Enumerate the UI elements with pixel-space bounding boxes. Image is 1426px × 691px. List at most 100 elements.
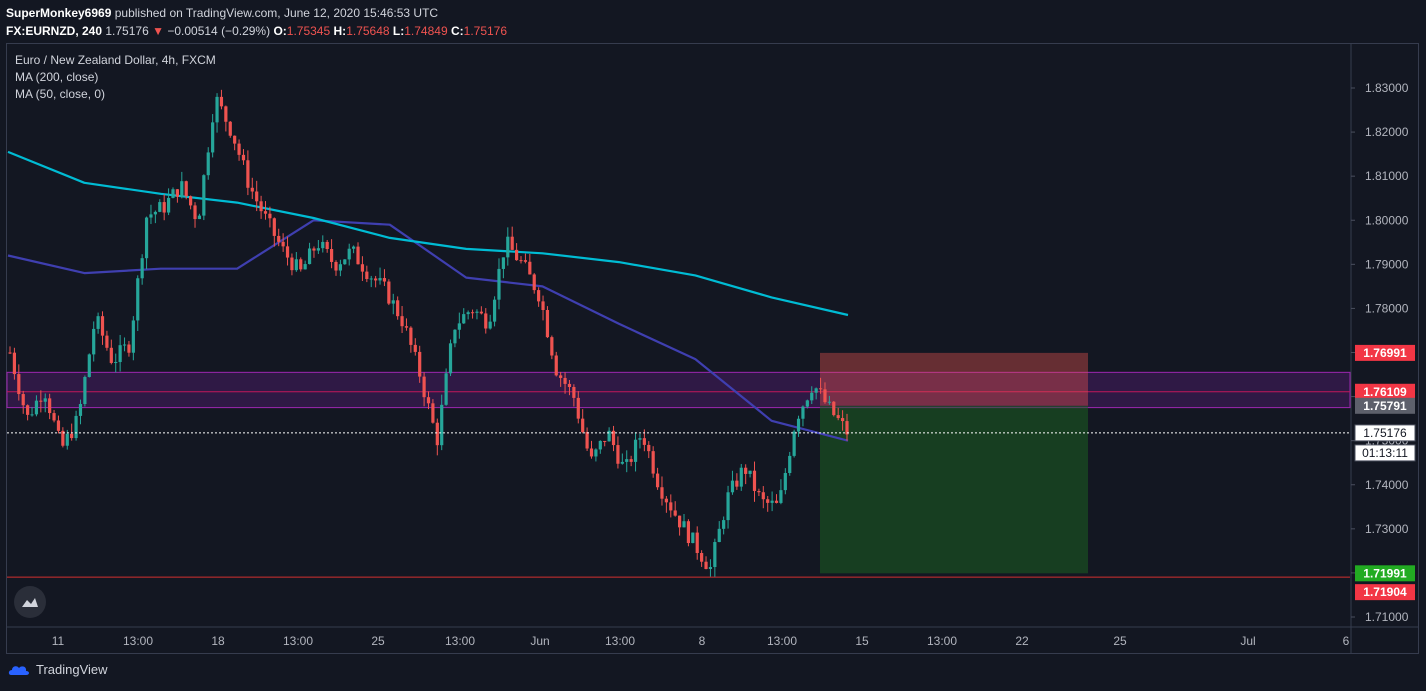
y-tick-label: 1.83000 — [1365, 81, 1409, 95]
footer-brand[interactable]: TradingView — [8, 662, 108, 677]
price-label: 1.76109 — [1363, 385, 1407, 399]
y-tick-label: 1.82000 — [1365, 125, 1409, 139]
candle — [466, 312, 470, 315]
candle — [717, 528, 721, 543]
candle — [735, 480, 739, 487]
legend-ma200[interactable]: MA (200, close) — [15, 70, 99, 84]
candle — [382, 278, 387, 282]
candle — [74, 415, 78, 439]
price-label: 1.75791 — [1363, 399, 1407, 413]
candle — [21, 394, 25, 406]
candle — [360, 264, 365, 272]
candle — [39, 400, 43, 402]
x-tick-label: 22 — [1015, 634, 1029, 648]
candle — [56, 420, 61, 431]
brand-label: TradingView — [36, 662, 108, 677]
candle — [114, 362, 118, 364]
candle — [554, 355, 558, 376]
candle — [422, 376, 426, 398]
candle — [109, 347, 113, 363]
candle — [180, 181, 184, 197]
legend-ma50[interactable]: MA (50, close, 0) — [15, 87, 106, 101]
candle — [184, 181, 188, 197]
x-tick-label: 15 — [855, 634, 869, 648]
candle — [356, 246, 360, 265]
candle — [171, 189, 175, 198]
author-name[interactable]: SuperMonkey6969 — [6, 6, 112, 20]
x-tick-label: 13:00 — [283, 634, 313, 648]
candle — [387, 281, 391, 304]
candle — [492, 299, 497, 322]
candle — [686, 521, 691, 544]
candle — [96, 316, 100, 329]
candle — [118, 345, 122, 363]
published-text: published on TradingView.com, June 12, 2… — [114, 6, 439, 20]
candle — [532, 274, 536, 291]
candle — [629, 459, 633, 462]
high-label: H: — [333, 24, 347, 38]
candle — [607, 430, 611, 442]
candle — [241, 154, 246, 161]
price-label-box — [1355, 397, 1415, 414]
candle — [559, 375, 563, 378]
legend-title[interactable]: Euro / New Zealand Dollar, 4h, FXCM — [15, 53, 216, 67]
chart-header: SuperMonkey6969 published on TradingView… — [6, 4, 507, 40]
symbol-label[interactable]: FX:EURNZD, 240 — [6, 24, 103, 38]
candle — [246, 160, 250, 188]
down-arrow-icon: ▼ — [152, 24, 164, 38]
open-value: 1.75345 — [286, 24, 331, 38]
candle — [329, 248, 334, 262]
candle — [616, 445, 620, 464]
candle — [48, 398, 52, 414]
candle — [431, 403, 435, 423]
candle — [277, 235, 281, 242]
low-value: 1.74849 — [404, 24, 448, 38]
y-tick-label: 1.73000 — [1365, 522, 1409, 536]
high-value: 1.75648 — [346, 24, 390, 38]
resistance-zone — [6, 371, 1351, 409]
candle — [78, 404, 83, 416]
candle — [334, 261, 338, 271]
candle — [26, 405, 30, 415]
candle — [158, 202, 162, 212]
candle — [70, 433, 74, 439]
candle — [678, 515, 682, 528]
candle — [647, 444, 651, 452]
candle — [294, 259, 298, 271]
candle — [739, 467, 743, 487]
stop-loss-zone[interactable] — [820, 352, 1088, 406]
candle — [581, 418, 585, 433]
candle — [576, 397, 580, 419]
candle — [250, 187, 254, 192]
ma50-line — [7, 219, 849, 442]
take-profit-zone[interactable] — [820, 405, 1088, 574]
candle — [378, 278, 382, 281]
candle — [193, 205, 197, 220]
candle — [519, 260, 523, 262]
candle — [325, 241, 329, 249]
candle — [400, 316, 404, 327]
candle — [255, 191, 259, 202]
candle — [316, 248, 320, 251]
candle — [52, 413, 56, 421]
candle — [312, 248, 316, 251]
candle — [149, 214, 153, 218]
y-tick-label: 1.79000 — [1365, 257, 1409, 271]
x-tick-label: 13:00 — [605, 634, 635, 648]
y-tick-label: 1.71000 — [1365, 610, 1409, 624]
candle — [268, 213, 272, 219]
candle — [206, 152, 210, 176]
candle — [197, 215, 202, 220]
x-tick-label: 18 — [211, 634, 225, 648]
candle — [488, 321, 492, 329]
tradingview-cloud-icon[interactable] — [14, 586, 46, 618]
candle — [140, 258, 144, 279]
candle — [202, 175, 206, 216]
x-tick-label: Jul — [1240, 634, 1255, 648]
candle — [506, 236, 510, 258]
candle — [153, 211, 157, 215]
price-change: −0.00514 (−0.29%) — [167, 24, 271, 38]
candle — [752, 470, 757, 491]
low-label: L: — [392, 24, 405, 38]
